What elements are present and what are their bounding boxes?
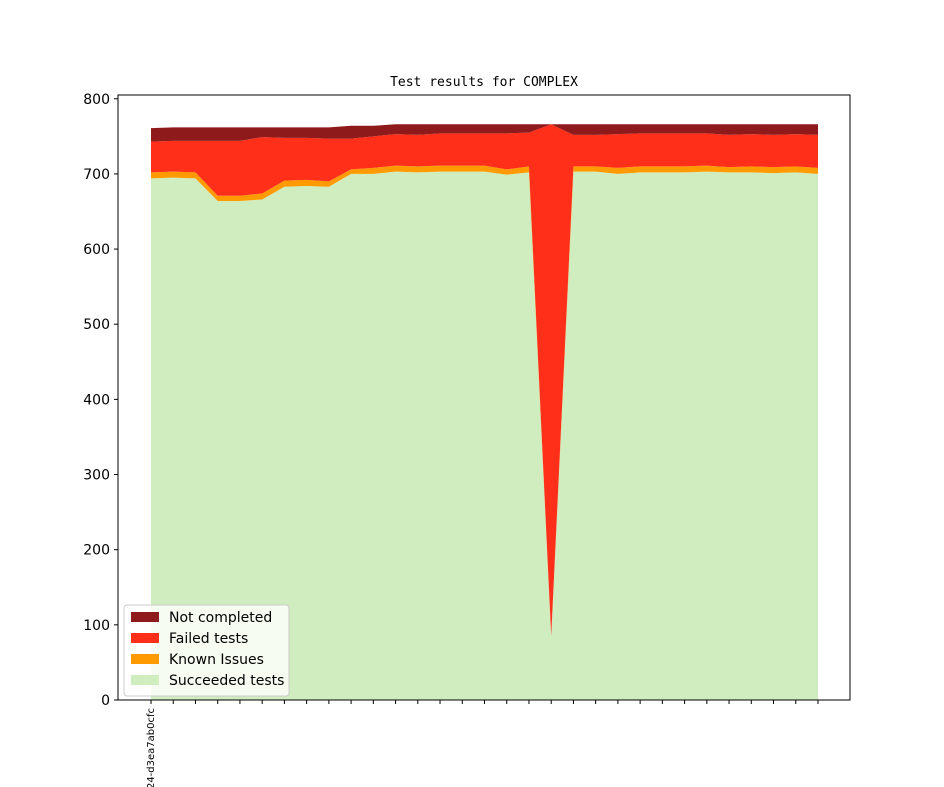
legend-label-not-completed: Not completed [169,610,272,626]
legend-swatch-known-issues [131,654,159,664]
y-tick-label: 100 [83,618,110,634]
legend-swatch-failed-tests [131,633,159,643]
area-succeeded-tests [151,171,818,700]
legend-label-failed-tests: Failed tests [169,631,248,647]
area-not-completed [151,124,818,142]
x-tick-label: 24-d3ea7ab0cfc [146,708,157,787]
y-tick-label: 200 [83,543,110,559]
y-tick-label: 0 [101,693,110,709]
x-axis: 24-d3ea7ab0cfc [146,700,819,787]
y-tick-label: 400 [83,392,110,408]
legend-box [123,604,290,697]
legend: Not completed Failed tests Known Issues Suc… [123,604,290,697]
y-tick-label: 800 [83,92,110,108]
y-tick-label: 600 [83,242,110,258]
chart-title: Test results for COMPLEX [390,75,578,90]
legend-swatch-succeeded-tests [131,675,159,685]
y-tick-label: 500 [83,317,110,333]
legend-swatch-not-completed [131,612,159,622]
area-series-group [151,124,818,700]
y-tick-label: 300 [83,468,110,484]
area-failed-tests [151,124,818,637]
legend-label-known-issues: Known Issues [169,652,264,668]
y-tick-label: 700 [83,167,110,183]
y-axis: 0 100 200 300 400 500 600 700 800 [83,92,118,709]
legend-label-succeeded-tests: Succeeded tests [169,673,284,689]
